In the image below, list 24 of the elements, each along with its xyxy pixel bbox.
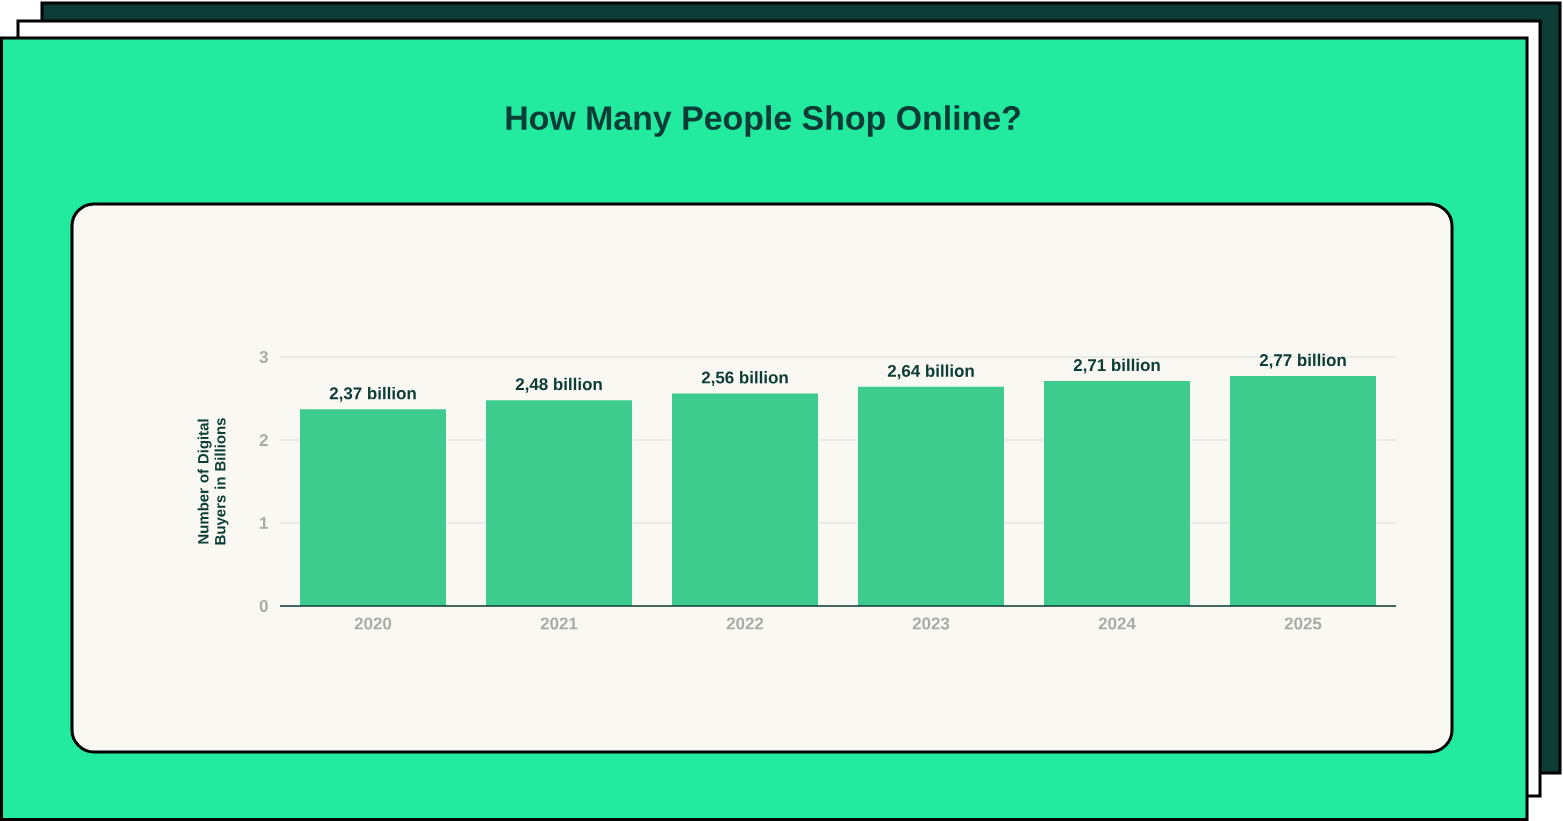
x-tick-label: 2023: [912, 617, 950, 630]
data-label: 2,48 billion: [515, 377, 602, 393]
x-tick-label: 2021: [540, 617, 578, 630]
data-label: 2,56 billion: [701, 371, 788, 386]
bar: [1230, 376, 1376, 606]
y-tick-label: 2: [259, 434, 268, 446]
y-tick-label: 0: [259, 600, 268, 612]
bar: [1044, 381, 1190, 606]
data-label: 2,71 billion: [1073, 358, 1160, 374]
y-tick-label: 3: [259, 350, 268, 363]
bar: [486, 400, 633, 606]
x-tick-label: 2020: [354, 617, 392, 630]
y-tick-label: 1: [260, 517, 269, 529]
data-label: 2,77 billion: [1259, 353, 1346, 369]
x-tick-label: 2025: [1284, 617, 1322, 630]
data-label: 2,37 billion: [329, 386, 416, 402]
bar: [300, 409, 447, 606]
bar: [858, 386, 1004, 606]
y-axis-title: Number of Digital Buyers in Billions: [197, 418, 229, 545]
bar: [672, 393, 819, 606]
x-tick-label: 2022: [726, 617, 764, 630]
data-label: 2,64 billion: [887, 364, 974, 380]
x-tick-label: 2024: [1098, 617, 1136, 630]
chart-title: How Many People Shop Online?: [506, 105, 1020, 137]
